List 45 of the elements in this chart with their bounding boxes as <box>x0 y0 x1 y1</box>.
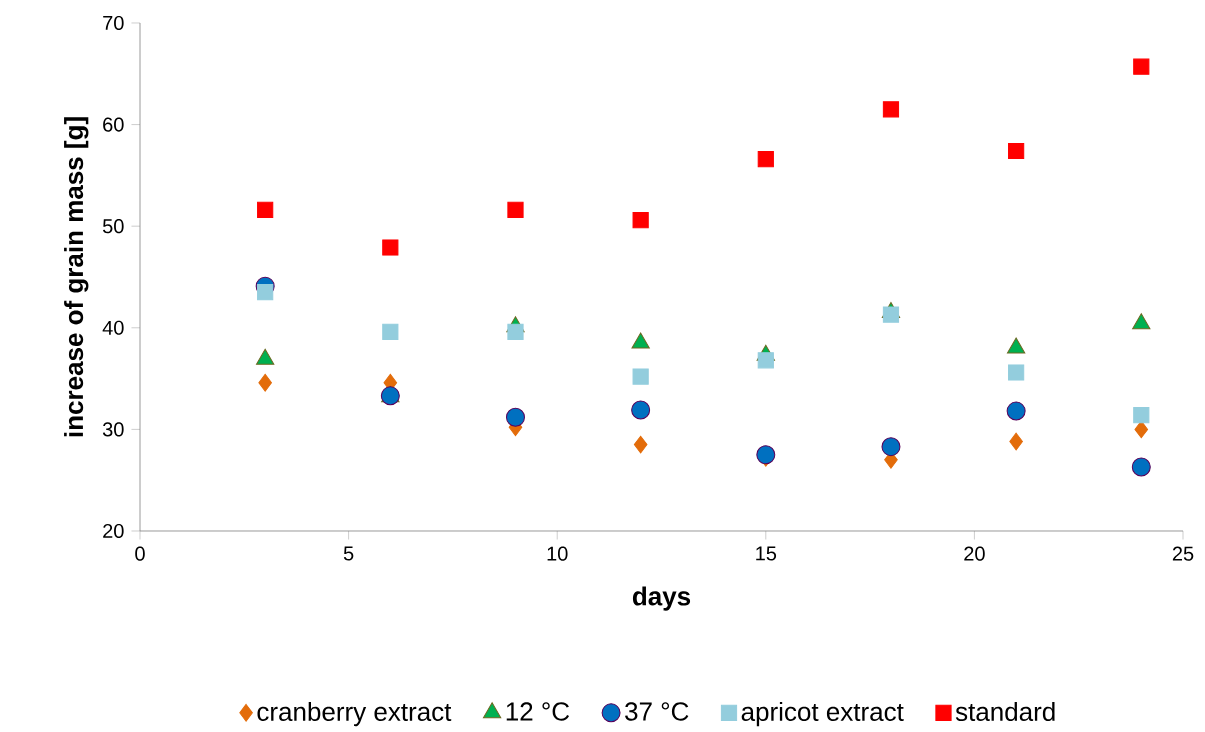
point <box>257 284 274 301</box>
y-tick-label: 40 <box>102 320 124 335</box>
x-tick-label: 0 <box>135 546 145 561</box>
point <box>257 201 274 219</box>
point <box>631 400 651 420</box>
point <box>1133 58 1150 75</box>
point <box>632 212 649 229</box>
point <box>1133 407 1150 424</box>
point <box>507 201 524 219</box>
point <box>881 437 901 457</box>
legend-label: 12 °C <box>506 702 570 721</box>
point <box>382 239 399 256</box>
point <box>1008 364 1025 381</box>
point <box>505 407 525 427</box>
x-axis-title: days <box>632 586 691 611</box>
legend-label: standard <box>955 702 1055 722</box>
point <box>633 435 648 454</box>
point <box>1008 143 1025 160</box>
y-tick-label: 60 <box>103 117 124 132</box>
point <box>382 323 399 341</box>
y-tick-label: 70 <box>103 16 124 31</box>
point <box>507 323 524 341</box>
x-tick-label: 5 <box>343 546 354 561</box>
legend-label: cranberry extract <box>257 702 452 727</box>
point <box>756 445 776 465</box>
point <box>882 306 900 323</box>
y-tick-label: 30 <box>102 422 124 437</box>
point <box>258 373 272 392</box>
x-tick-label: 25 <box>1172 546 1194 561</box>
point <box>1131 457 1151 477</box>
x-tick-label: 20 <box>964 546 985 561</box>
y-axis-title: increase of grain mass [g] <box>64 117 89 437</box>
legend-label: apricot extract <box>741 702 904 727</box>
point <box>632 368 649 385</box>
point <box>1009 432 1023 451</box>
point <box>1006 401 1026 421</box>
point <box>757 352 774 369</box>
x-tick-label: 10 <box>547 546 568 561</box>
legend-label: 37 °C <box>625 702 689 721</box>
y-tick-label: 20 <box>103 524 124 539</box>
point <box>882 101 900 118</box>
y-tick-label: 50 <box>102 219 124 234</box>
x-tick-label: 15 <box>756 546 777 561</box>
point <box>1134 420 1149 439</box>
point <box>757 151 774 168</box>
